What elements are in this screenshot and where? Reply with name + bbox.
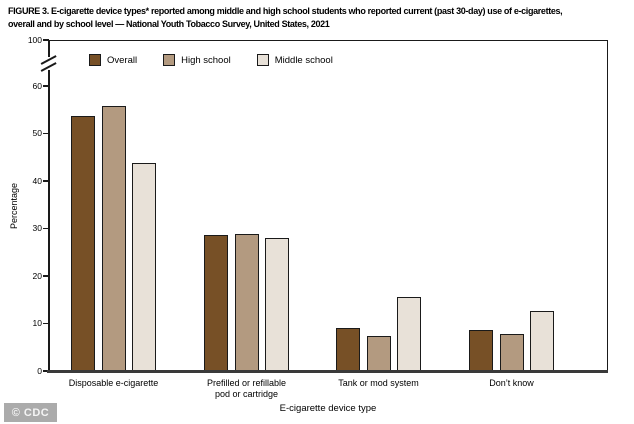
- legend-label: High school: [181, 54, 231, 66]
- bar-high-school: [366, 335, 391, 371]
- legend-item: Middle school: [256, 54, 333, 66]
- y-tick: [43, 85, 49, 87]
- bar-middle-school: [265, 238, 290, 371]
- bar-overall: [70, 115, 95, 371]
- legend-swatch: [256, 54, 269, 66]
- y-tick-label: 30: [32, 223, 42, 233]
- y-tick-label: 20: [32, 270, 42, 281]
- x-category-label: Don’t know: [437, 378, 587, 389]
- bar-high-school: [499, 333, 524, 371]
- cdc-watermark: © CDC: [4, 403, 57, 422]
- x-category-label-line: Tank or mod system: [338, 378, 419, 388]
- y-tick: [43, 275, 49, 277]
- legend-swatch: [163, 54, 176, 66]
- y-axis-segment-lower: [48, 70, 50, 372]
- bar-high-school: [234, 233, 259, 371]
- y-tick-label: 10: [32, 318, 42, 328]
- y-tick-label: 40: [32, 175, 42, 186]
- legend-label: Middle school: [274, 54, 333, 66]
- bar-middle-school: [530, 310, 555, 371]
- y-tick: [43, 180, 49, 182]
- y-tick-label: 60: [32, 80, 42, 91]
- x-category-label-line: Don’t know: [489, 378, 534, 388]
- figure-title: FIGURE 3. E-cigarette device types* repo…: [8, 5, 632, 30]
- plot-frame: [49, 40, 608, 372]
- x-category-label: Prefilled or refillable pod or cartridge: [172, 378, 322, 400]
- legend-item: High school: [163, 54, 231, 66]
- bar-overall: [335, 328, 360, 371]
- figure-title-line1: FIGURE 3. E-cigarette device types* repo…: [8, 6, 563, 16]
- y-tick: [43, 227, 49, 230]
- bar-middle-school: [397, 296, 422, 371]
- y-tick: [43, 39, 49, 41]
- legend-item: Overall: [89, 54, 137, 66]
- x-axis-title: E-cigarette device type: [279, 403, 377, 414]
- bar-middle-school: [132, 162, 157, 371]
- bar-overall: [468, 330, 493, 371]
- y-tick-label: 100: [27, 34, 42, 45]
- figure-title-line2: overall and by school level — National Y…: [8, 18, 330, 29]
- legend-swatch: [89, 54, 101, 66]
- y-tick: [43, 370, 49, 372]
- legend-label: Overall: [107, 54, 138, 66]
- x-category-label: Tank or mod system: [304, 378, 454, 389]
- x-category-label: Disposable e-cigarette: [39, 378, 189, 389]
- x-category-label-line: pod or cartridge: [214, 389, 279, 399]
- y-axis-segment-upper: [48, 40, 50, 57]
- y-tick-label: 50: [32, 128, 42, 138]
- x-axis-line: [47, 370, 608, 373]
- y-tick-label: 0: [37, 365, 42, 376]
- y-tick: [43, 132, 49, 135]
- x-category-label-line: Prefilled or refillable: [206, 378, 287, 388]
- y-tick: [43, 322, 49, 325]
- bar-high-school: [101, 105, 126, 371]
- x-category-label-line: Disposable e-cigarette: [68, 378, 159, 388]
- bar-overall: [203, 234, 228, 371]
- legend: Overall High school Middle school: [89, 54, 333, 66]
